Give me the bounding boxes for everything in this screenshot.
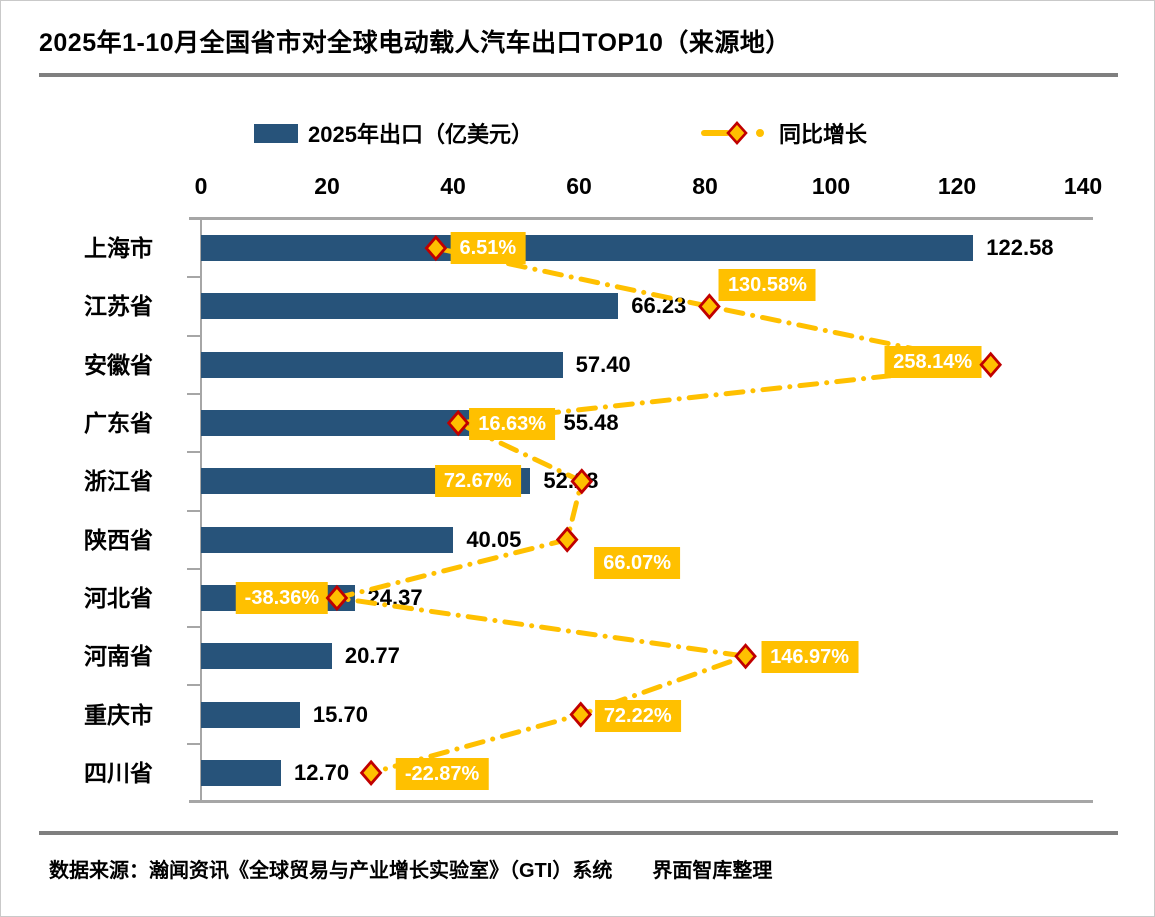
growth-value-label: 72.22%: [594, 699, 681, 732]
bar: [201, 351, 563, 378]
growth-diamond-marker: [569, 701, 593, 728]
category-axis-tick: [187, 392, 200, 395]
line-legend-marker-icon: [701, 121, 764, 145]
category-label: 陕西省: [84, 526, 153, 553]
category-label: 重庆市: [84, 701, 153, 728]
category-label: 安徽省: [84, 351, 153, 378]
bar-value-label: 122.58: [986, 235, 1054, 261]
bar-value-label: 15.70: [312, 701, 368, 727]
growth-diamond-marker: [359, 759, 383, 786]
growth-value-label: 66.07%: [594, 546, 681, 579]
bar-value-label: 24.37: [367, 584, 423, 610]
axis-tick-label: 120: [937, 173, 977, 199]
bar-value-label: 57.40: [575, 351, 631, 377]
category-axis-tick: [187, 742, 200, 745]
chart-title: 2025年1-10月全国省市对全球电动载人汽车出口TOP10（来源地）: [39, 29, 791, 57]
data-source-note: 数据来源：瀚闻资讯《全球贸易与产业增长实验室》（GTI）系统 界面智库整理: [49, 860, 773, 882]
category-label: 河南省: [84, 643, 153, 670]
growth-diamond-marker: [734, 643, 757, 670]
footer-divider: [39, 831, 1118, 835]
title-divider: [39, 73, 1118, 77]
bar: [201, 293, 619, 320]
category-label: 上海市: [84, 235, 153, 262]
plot-bottom-border: [189, 800, 1093, 803]
growth-value-label: 16.63%: [469, 408, 556, 441]
category-label: 江苏省: [84, 293, 153, 320]
legend-item-growth: 同比增长: [699, 113, 867, 153]
axis-tick-label: 20: [314, 173, 340, 199]
growth-value-label: 72.67%: [434, 465, 521, 498]
category-axis-line: [200, 217, 202, 803]
category-axis-tick: [187, 626, 200, 629]
category-axis-tick: [187, 509, 200, 512]
growth-value-label: 258.14%: [884, 345, 982, 378]
growth-diamond-marker: [698, 293, 721, 320]
bar-value-label: 20.77: [344, 643, 400, 669]
category-label: 四川省: [84, 759, 153, 786]
bar-value-label: 66.23: [631, 293, 687, 319]
bar-value-label: 52.28: [543, 468, 599, 494]
bar-legend-swatch-icon: [254, 123, 298, 143]
category-label: 河北省: [84, 584, 153, 611]
growth-value-label: 6.51%: [450, 232, 526, 265]
plot-top-border: [189, 217, 1093, 220]
category-axis-tick: [187, 334, 200, 337]
axis-tick-label: 140: [1063, 173, 1103, 199]
growth-value-label: -22.87%: [395, 757, 489, 790]
axis-tick-label: 100: [811, 173, 851, 199]
axis-tick-label: 40: [440, 173, 466, 199]
bar-value-label: 55.48: [563, 410, 619, 436]
bar: [201, 526, 454, 553]
category-axis-tick: [187, 567, 200, 570]
bar: [201, 701, 300, 728]
category-axis-tick: [187, 684, 200, 687]
growth-diamond-marker: [979, 351, 1003, 378]
bar: [201, 759, 281, 786]
category-axis-tick: [187, 276, 200, 279]
axis-tick-label: 60: [566, 173, 592, 199]
category-label: 浙江省: [84, 468, 153, 495]
growth-value-label: 130.58%: [718, 269, 816, 302]
category-label: 广东省: [84, 410, 153, 437]
bar-value-label: 40.05: [466, 526, 522, 552]
growth-diamond-marker: [555, 526, 579, 553]
category-axis-tick: [187, 451, 200, 454]
bar: [201, 235, 974, 262]
axis-tick-label: 80: [692, 173, 718, 199]
bar-value-label: 12.70: [294, 759, 350, 785]
legend-item-export: 2025年出口（亿美元）: [254, 113, 533, 153]
axis-tick-label: 0: [194, 173, 208, 199]
growth-value-label: 146.97%: [761, 641, 859, 674]
growth-value-label: -38.36%: [235, 581, 329, 614]
bar: [201, 643, 332, 670]
line-legend-label: 同比增长: [779, 122, 868, 147]
bar-legend-label: 2025年出口（亿美元）: [308, 122, 533, 147]
